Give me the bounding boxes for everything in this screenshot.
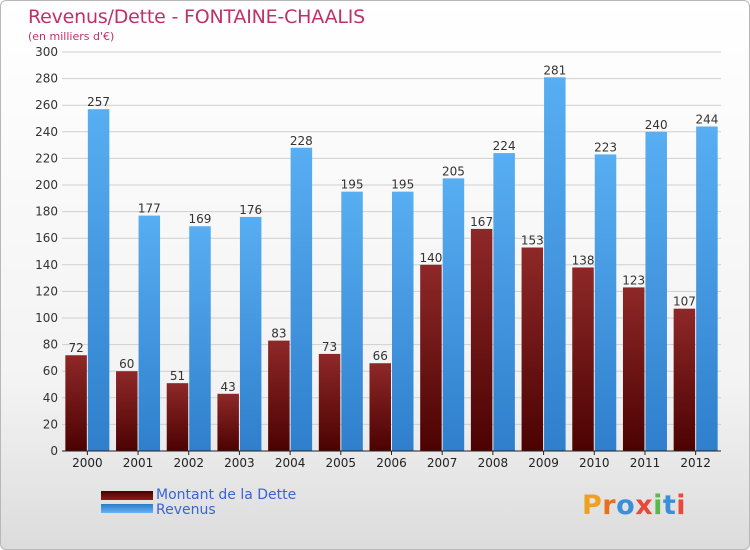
legend-label-revenus: Revenus: [156, 502, 216, 518]
data-label: 240: [645, 118, 668, 132]
data-label: 176: [239, 203, 262, 217]
bar-revenus: [239, 216, 262, 451]
bar-dette: [65, 355, 87, 451]
y-tick-label: 80: [43, 338, 58, 352]
data-label: 123: [622, 273, 645, 287]
legend-label-dette: Montant de la Dette: [156, 487, 297, 503]
data-label: 167: [470, 215, 493, 229]
bar-dette: [318, 353, 341, 451]
data-label: 169: [189, 212, 212, 226]
bar-revenus: [696, 126, 718, 451]
bar-dette: [268, 340, 290, 451]
y-tick-label: 160: [35, 231, 58, 245]
bar-revenus: [645, 131, 667, 452]
bar-revenus: [442, 178, 465, 451]
legend-swatch-dette: [101, 491, 153, 500]
x-tick-label: 2008: [478, 456, 509, 470]
chart-subtitle: (en milliers d'€): [28, 30, 115, 43]
data-label: 244: [695, 112, 718, 126]
data-label: 138: [572, 253, 595, 267]
bar-dette: [572, 267, 594, 451]
data-label: 195: [391, 178, 414, 192]
data-label: 66: [373, 349, 388, 363]
bar-revenus: [290, 147, 313, 451]
proxiti-logo: Proxiti: [582, 490, 687, 521]
y-tick-label: 200: [35, 178, 58, 192]
y-tick-label: 260: [35, 98, 58, 112]
x-tick-label: 2010: [579, 456, 610, 470]
data-label: 60: [119, 357, 134, 371]
data-label: 107: [673, 295, 696, 309]
y-tick-label: 280: [35, 72, 58, 86]
data-label: 140: [419, 251, 442, 265]
bar-revenus: [392, 191, 414, 451]
legend-swatch-revenus: [101, 504, 153, 513]
data-label: 43: [221, 380, 236, 394]
y-axis-ticks: 0 20 40 60 80 100 120 140 160 180 200 220 240 260 280 3…: [35, 45, 58, 458]
x-tick-label: 2007: [427, 456, 458, 470]
y-tick-label: 140: [35, 258, 58, 272]
x-axis-ticks: 2000 2001 2002 2003 2004 2005 2006 2007 2008 2009…: [72, 451, 711, 470]
bar-dette: [420, 264, 442, 451]
bar-dette: [673, 308, 696, 451]
y-tick-label: 120: [35, 284, 58, 298]
data-label: 205: [442, 164, 465, 178]
data-label: 224: [493, 139, 516, 153]
bar-dette: [470, 228, 493, 451]
y-tick-label: 0: [50, 444, 58, 458]
y-tick-label: 60: [43, 364, 58, 378]
x-tick-label: 2012: [680, 456, 711, 470]
y-tick-label: 40: [43, 391, 58, 405]
data-label: 195: [341, 178, 364, 192]
x-tick-label: 2004: [275, 456, 306, 470]
data-label: 177: [138, 202, 161, 216]
x-tick-label: 2005: [326, 456, 357, 470]
data-labels: 72 257 60 177 51 169 43 176 83 228 73 195 66 195 140 20…: [68, 63, 718, 394]
x-tick-label: 2003: [224, 456, 255, 470]
x-tick-label: 2001: [123, 456, 154, 470]
grid: [62, 51, 721, 452]
y-tick-label: 20: [43, 417, 58, 431]
bar-dette: [622, 287, 645, 451]
bars: [65, 77, 718, 452]
y-tick-label: 220: [35, 151, 58, 165]
bar-revenus: [594, 154, 617, 451]
bar-revenus: [493, 153, 515, 451]
y-tick-label: 240: [35, 125, 58, 139]
x-tick-label: 2011: [630, 456, 661, 470]
x-tick-label: 2009: [528, 456, 559, 470]
y-tick-label: 180: [35, 205, 58, 219]
bar-dette: [116, 371, 138, 451]
bar-dette: [217, 393, 239, 451]
bar-dette: [369, 363, 391, 451]
x-tick-label: 2000: [72, 456, 103, 470]
bar-dette: [166, 383, 189, 451]
x-tick-label: 2006: [376, 456, 407, 470]
data-label: 228: [290, 134, 313, 148]
data-label: 83: [271, 327, 286, 341]
chart-title: Revenus/Dette - FONTAINE-CHAALIS: [28, 6, 366, 28]
x-tick-label: 2002: [173, 456, 204, 470]
y-tick-label: 100: [35, 311, 58, 325]
data-label: 72: [68, 341, 83, 355]
bar-revenus: [189, 226, 211, 451]
data-label: 73: [322, 340, 337, 354]
bar-revenus: [138, 215, 161, 451]
bar-revenus: [87, 109, 110, 451]
bar-revenus: [544, 77, 566, 452]
bar-revenus: [341, 191, 363, 451]
data-label: 257: [87, 95, 110, 109]
data-label: 51: [170, 369, 185, 383]
data-label: 223: [594, 140, 617, 154]
y-tick-label: 300: [35, 45, 58, 59]
bar-dette: [521, 247, 544, 451]
data-label: 281: [543, 63, 566, 77]
data-label: 153: [521, 234, 544, 248]
